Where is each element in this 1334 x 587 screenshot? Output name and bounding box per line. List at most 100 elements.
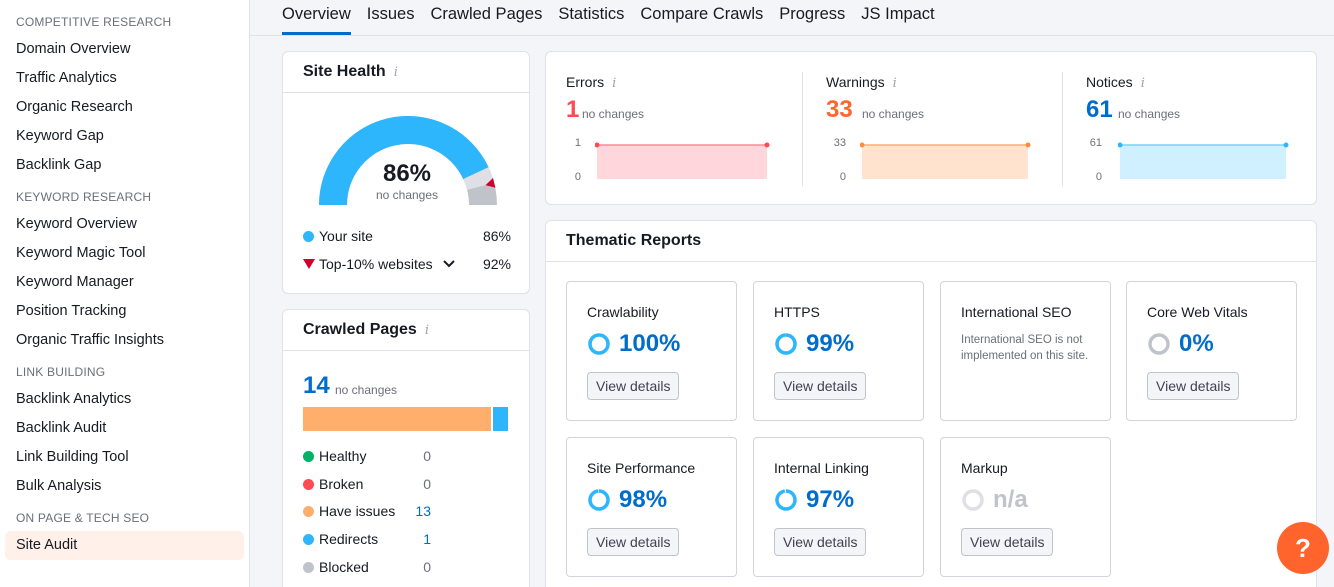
legend-top-label-wrap: Top-10% websites (303, 256, 455, 272)
info-icon[interactable]: i (888, 76, 897, 91)
site-health-value: 86% (382, 160, 432, 187)
your-site-dot-icon (303, 231, 314, 242)
errors-value[interactable]: 1 (566, 96, 580, 123)
help-button[interactable]: ? (1277, 522, 1329, 574)
thematic-card-value-wrap[interactable]: 98% (587, 486, 667, 514)
crawled-row-redirects: Redirects 1 (303, 531, 431, 547)
warnings-value[interactable]: 33 (826, 96, 853, 123)
legend-your-site-value: 86% (482, 228, 511, 244)
info-icon[interactable]: i (608, 76, 617, 91)
crawled-pages-count[interactable]: 14 (303, 372, 330, 399)
notices-point-end (1283, 142, 1289, 148)
sidebar-item-keyword-overview[interactable]: Keyword Overview (16, 216, 137, 232)
crawled-row-value[interactable]: 1 (423, 531, 431, 548)
view-details-button[interactable]: View details (1147, 372, 1240, 400)
crawled-bar-segment-have-issues[interactable] (303, 407, 492, 431)
redirects-dot-icon (303, 534, 314, 546)
site-health-sub: no changes (375, 188, 439, 202)
notices-tick-top: 61 (1089, 137, 1102, 149)
view-details-button[interactable]: View details (961, 528, 1054, 556)
crawled-row-broken: Broken 0 (303, 476, 431, 492)
site-health-title: Site Health (303, 63, 386, 80)
tab-js-impact[interactable]: JS Impact (861, 5, 935, 23)
crawled-pages-title: Crawled Pages (303, 321, 417, 338)
crawled-row-label: Broken (319, 475, 364, 492)
crawled-pages-card: Crawled Pages i 14 no changes Healthy 0 Br… (282, 309, 530, 587)
tab-crawled-pages[interactable]: Crawled Pages (430, 5, 543, 23)
crawled-row-label-wrap: Blocked (303, 559, 369, 575)
legend-top-label: Top-10% websites (319, 256, 433, 272)
tab-compare-crawls[interactable]: Compare Crawls (640, 5, 764, 23)
thematic-card-value-wrap[interactable]: n/a (961, 486, 1028, 514)
sidebar-item-organic-traffic-insights[interactable]: Organic Traffic Insights (16, 332, 165, 348)
thematic-card-title: Crawlability (587, 304, 659, 320)
warnings-title-wrap: Warnings i (826, 74, 897, 91)
site-health-card: Site Health i 86% no changes Your site 8… (282, 51, 530, 294)
sidebar-item-backlink-gap[interactable]: Backlink Gap (16, 157, 102, 173)
have-issues-dot-icon (303, 506, 314, 518)
info-icon[interactable]: i (424, 322, 429, 338)
sidebar-item-position-tracking[interactable]: Position Tracking (16, 303, 127, 319)
warnings-point-end (1025, 142, 1031, 148)
thematic-card-value-wrap[interactable]: 99% (774, 330, 854, 358)
errors-tick-top: 1 (574, 137, 581, 149)
sidebar-section-link-building: LINK BUILDING (16, 365, 106, 379)
sidebar-section-keyword-research: KEYWORD RESEARCH (16, 190, 152, 204)
thematic-card-https: HTTPS 99% View details (753, 281, 924, 421)
warnings-tick-top: 33 (833, 137, 846, 149)
crawled-bar-segment-redirects[interactable] (493, 407, 508, 431)
crawled-row-label-wrap: Have issues (303, 503, 395, 519)
sidebar-item-bulk-analysis[interactable]: Bulk Analysis (16, 478, 102, 494)
score-ring-icon (962, 489, 984, 511)
notices-title-wrap: Notices i (1086, 74, 1145, 91)
thematic-reports-card: Thematic Reports Crawlability 100% View de… (545, 220, 1317, 587)
metric-divider (802, 72, 803, 186)
notices-sub: no changes (1118, 107, 1181, 121)
sidebar-item-keyword-magic-tool[interactable]: Keyword Magic Tool (16, 245, 146, 261)
sidebar-item-traffic-analytics[interactable]: Traffic Analytics (16, 70, 117, 86)
sidebar-item-backlink-analytics[interactable]: Backlink Analytics (16, 391, 132, 407)
sidebar-item-keyword-gap[interactable]: Keyword Gap (16, 128, 104, 144)
score-ring-icon (588, 489, 610, 511)
crawled-pages-bar (303, 407, 510, 431)
legend-top-websites[interactable]: Top-10% websites 92% (303, 256, 511, 272)
thematic-card-value-wrap[interactable]: 97% (774, 486, 854, 514)
sidebar-item-keyword-manager[interactable]: Keyword Manager (16, 274, 134, 290)
view-details-button[interactable]: View details (587, 372, 680, 400)
view-details-button[interactable]: View details (774, 528, 867, 556)
score-ring-icon (1148, 333, 1170, 355)
thematic-card-value-wrap[interactable]: 0% (1147, 330, 1214, 358)
sidebar-section-on-page-tech-seo: ON PAGE & TECH SEO (16, 511, 150, 525)
info-icon[interactable]: i (393, 64, 398, 80)
notices-value[interactable]: 61 (1086, 96, 1113, 123)
crawled-pages-header: Crawled Pages i (283, 310, 529, 351)
thematic-card-value-wrap[interactable]: 100% (587, 330, 680, 358)
crawled-row-value[interactable]: 13 (415, 503, 431, 520)
view-details-button[interactable]: View details (587, 528, 680, 556)
thematic-card-core-web-vitals: Core Web Vitals 0% View details (1126, 281, 1297, 421)
sidebar-item-organic-research[interactable]: Organic Research (16, 99, 133, 115)
sidebar-item-domain-overview[interactable]: Domain Overview (16, 41, 131, 57)
sidebar-item-link-building-tool[interactable]: Link Building Tool (16, 449, 129, 465)
legend-top-value: 92% (482, 256, 511, 272)
site-health-gauge (319, 116, 497, 206)
tab-overview[interactable]: Overview (282, 0, 351, 35)
info-icon[interactable]: i (1136, 76, 1145, 91)
score-ring-icon (775, 489, 797, 511)
crawled-row-blocked: Blocked 0 (303, 559, 431, 575)
crawled-row-label-wrap: Redirects (303, 531, 378, 547)
sidebar-item-site-audit[interactable]: Site Audit (5, 531, 244, 560)
tab-issues[interactable]: Issues (366, 5, 415, 23)
errors-chart (595, 142, 770, 179)
tab-progress[interactable]: Progress (779, 5, 846, 23)
thematic-card-title: Core Web Vitals (1147, 304, 1248, 320)
view-details-button[interactable]: View details (774, 372, 867, 400)
thematic-card-title: Markup (961, 460, 1008, 476)
sidebar-item-backlink-audit[interactable]: Backlink Audit (16, 420, 107, 436)
warnings-metric: Warnings i 33 no changes 33 0 (806, 52, 1062, 206)
chevron-down-icon[interactable] (442, 260, 455, 268)
tab-statistics[interactable]: Statistics (558, 5, 625, 23)
thematic-card-title: Internal Linking (774, 460, 869, 476)
crawled-row-value: 0 (423, 448, 431, 464)
legend-your-site-label: Your site (319, 228, 373, 244)
